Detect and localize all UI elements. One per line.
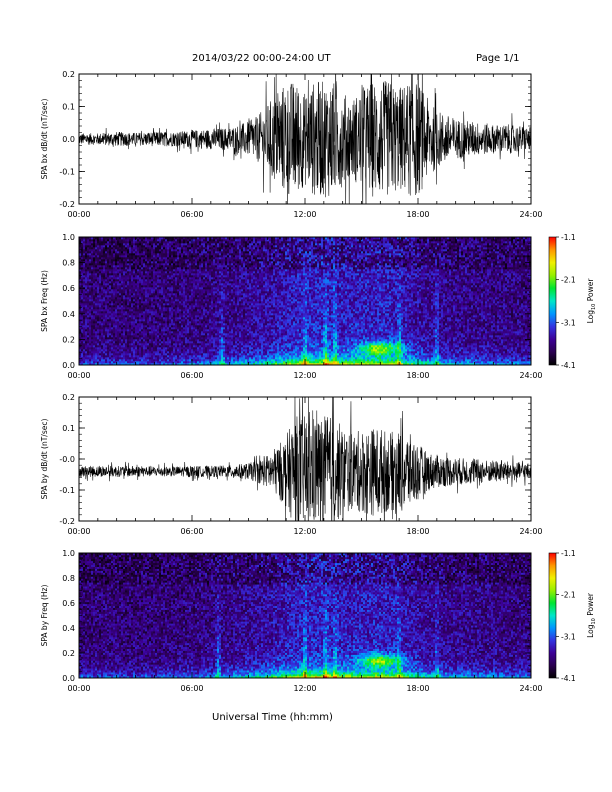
- by-dbdt-series-line: [79, 397, 531, 521]
- bx-freq-x-tick-label: 12:00: [293, 371, 316, 380]
- bx-dbdt-x-tick-label: 12:00: [293, 210, 316, 219]
- bx-freq-colorbar-tick-label: -4.1: [561, 361, 576, 370]
- page-number: Page 1/1: [476, 53, 519, 64]
- bx-freq-y-tick-label: 0.6: [62, 284, 75, 293]
- by-freq-y-tick-label: 1.0: [62, 549, 75, 558]
- by-freq-y-tick-label: 0.2: [62, 649, 75, 658]
- by-dbdt-panel: 00:00 06:00 12:00 18:00 24:00 0.2 0.1 -0.0 -0.1 -…: [40, 393, 543, 536]
- bx-dbdt-y-tick-label: 0.2: [62, 70, 75, 79]
- bx-dbdt-x-tick-label: 06:00: [180, 210, 203, 219]
- by-dbdt-y-tick-label: -0.1: [59, 486, 75, 495]
- by-dbdt-y-tick-label: -0.0: [59, 455, 75, 464]
- bx-freq-x-tick-label: 00:00: [67, 371, 90, 380]
- bx-dbdt-panel: 00:00 06:00 12:00 18:00 24:00 0.2 0.1 0.0 -0.1 -0…: [40, 70, 543, 219]
- x-axis-title: Universal Time (hh:mm): [212, 712, 333, 723]
- bx-freq-y-tick-label: 0.2: [62, 335, 75, 344]
- by-freq-x-tick-label: 24:00: [519, 684, 542, 693]
- bx-freq-panel: 00:00 06:00 12:00 18:00 24:00 1.0 0.8 0.6 0.4 0.2…: [40, 233, 597, 380]
- bx-dbdt-y-tick-label: 0.1: [62, 103, 75, 112]
- bx-dbdt-y-tick-label: 0.0: [62, 135, 75, 144]
- by-dbdt-x-tick-label: 18:00: [406, 527, 429, 536]
- by-freq-y-tick-label: 0.6: [62, 599, 75, 608]
- by-freq-y-axis-label: SPA by Freq (Hz): [40, 585, 49, 647]
- bx-freq-colorbar-tick-label: -3.1: [561, 318, 576, 327]
- by-freq-colorbar-tick-label: -3.1: [561, 632, 576, 641]
- by-freq-x-tick-label: 06:00: [180, 684, 203, 693]
- by-dbdt-x-tick-label: 06:00: [180, 527, 203, 536]
- bx-freq-x-tick-label: 06:00: [180, 371, 203, 380]
- page-title: 2014/03/22 00:00-24:00 UT: [192, 53, 331, 64]
- by-dbdt-y-tick-label: -0.2: [59, 517, 75, 526]
- by-dbdt-y-tick-label: 0.1: [62, 424, 75, 433]
- bx-freq-colorbar-tick-label: -1.1: [561, 233, 576, 242]
- by-freq-y-tick-label: 0.8: [62, 574, 75, 583]
- bx-dbdt-x-tick-label: 00:00: [67, 210, 90, 219]
- by-freq-y-tick-label: 0.4: [62, 624, 75, 633]
- bx-freq-x-tick-label: 18:00: [406, 371, 429, 380]
- by-freq-heatmap-cells: [79, 553, 532, 679]
- by-freq-colorbar: -1.1 -2.1 -3.1 -4.1 Log10 Power: [548, 549, 597, 683]
- bx-freq-y-tick-label: 0.0: [62, 361, 75, 370]
- by-freq-colorbar-tick-label: -1.1: [561, 549, 576, 558]
- by-dbdt-x-tick-label: 00:00: [67, 527, 90, 536]
- by-freq-x-tick-label: 00:00: [67, 684, 90, 693]
- by-dbdt-x-tick-label: 24:00: [519, 527, 542, 536]
- bx-freq-x-tick-label: 24:00: [519, 371, 542, 380]
- by-freq-colorbar-tick-label: -2.1: [561, 591, 576, 600]
- by-freq-y-tick-label: 0.0: [62, 674, 75, 683]
- bx-freq-y-tick-label: 1.0: [62, 233, 75, 242]
- bx-freq-heatmap-cells: [79, 237, 532, 366]
- by-freq-panel: 00:00 06:00 12:00 18:00 24:00 1.0 0.8 0.6 0.4 0.2…: [40, 549, 597, 693]
- bx-freq-y-axis-label: SPA bx Freq (Hz): [40, 270, 49, 332]
- bx-freq-y-tick-label: 0.8: [62, 259, 75, 268]
- bx-freq-colorbar-tick-label: -2.1: [561, 276, 576, 285]
- by-freq-x-tick-label: 12:00: [293, 684, 316, 693]
- bx-freq-y-tick-label: 0.4: [62, 310, 75, 319]
- bx-freq-colorbar: -1.1 -2.1 -3.1 -4.1 Log10 Power: [548, 233, 597, 370]
- bx-freq-colorbar-label: Log10 Power: [586, 278, 597, 324]
- bx-dbdt-y-axis-label: SPA bx dB/dt (nT/sec): [40, 99, 49, 180]
- bx-dbdt-y-tick-label: -0.1: [59, 168, 75, 177]
- bx-dbdt-x-tick-label: 18:00: [406, 210, 429, 219]
- by-freq-colorbar-tick-label: -4.1: [561, 674, 576, 683]
- by-dbdt-x-tick-label: 12:00: [293, 527, 316, 536]
- by-freq-x-tick-label: 18:00: [406, 684, 429, 693]
- bx-dbdt-x-tick-label: 24:00: [519, 210, 542, 219]
- bx-dbdt-series-line: [79, 74, 531, 204]
- by-dbdt-y-axis-label: SPA by dB/dt (nT/sec): [40, 419, 49, 500]
- by-dbdt-y-tick-label: 0.2: [62, 393, 75, 402]
- bx-dbdt-y-tick-label: -0.2: [59, 200, 75, 209]
- by-freq-colorbar-label: Log10 Power: [586, 592, 597, 638]
